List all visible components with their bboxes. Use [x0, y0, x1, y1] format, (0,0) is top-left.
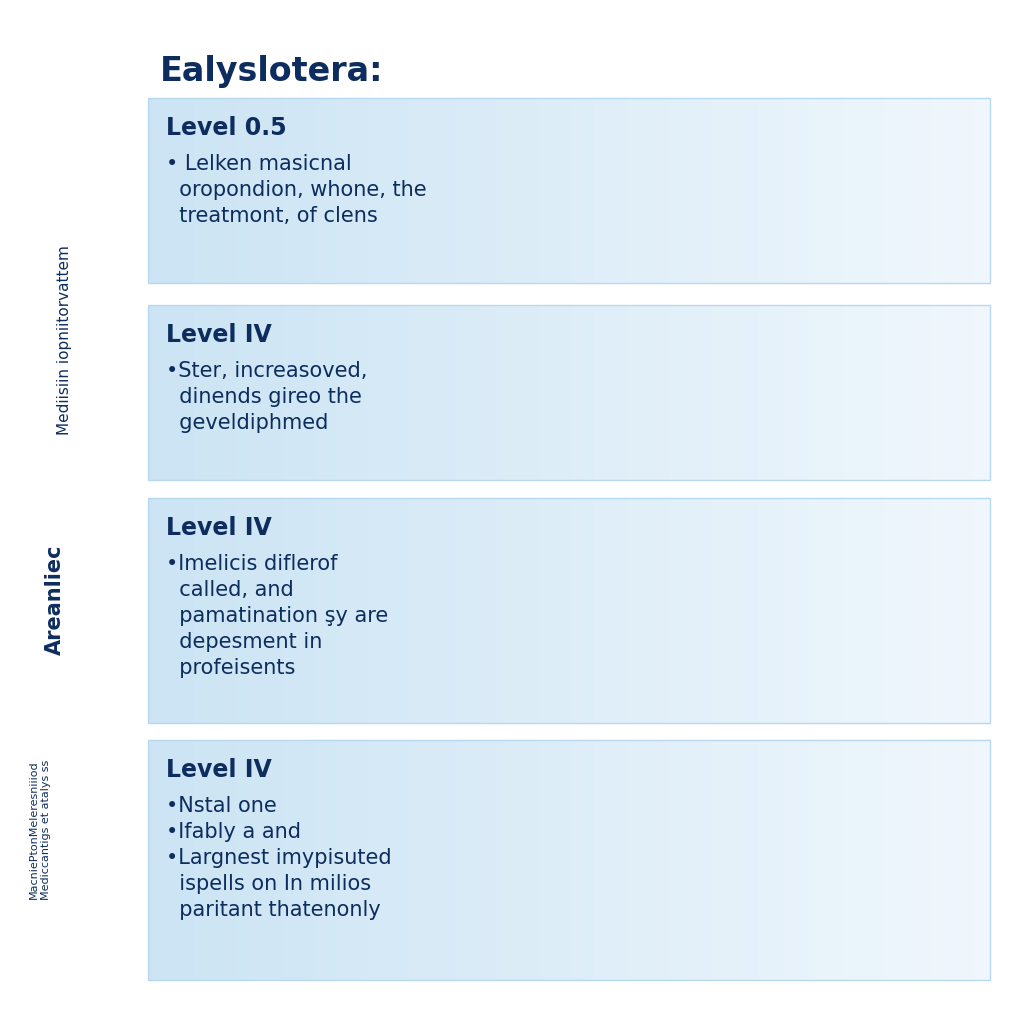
Text: Mediisiin iopniitorvattem: Mediisiin iopniitorvattem [57, 245, 73, 435]
Bar [148, 740, 990, 980]
Text: Level IV: Level IV [166, 758, 271, 782]
Text: ispells on In milios: ispells on In milios [166, 874, 371, 894]
Text: •Imelicis diflerof: •Imelicis diflerof [166, 554, 338, 574]
Text: depesment in: depesment in [166, 632, 323, 652]
Text: •Ifably a and: •Ifably a and [166, 822, 301, 842]
Text: called, and: called, and [166, 580, 294, 600]
Bar [148, 98, 990, 283]
Text: paritant thatenonly: paritant thatenonly [166, 900, 381, 920]
Text: pamatination şy are: pamatination şy are [166, 606, 388, 626]
Bar [148, 498, 990, 723]
Text: dinends gireo the: dinends gireo the [166, 387, 361, 407]
Text: •Largnest imypisuted: •Largnest imypisuted [166, 848, 391, 868]
Text: treatmont, of clens: treatmont, of clens [166, 206, 378, 226]
Text: Level 0.5: Level 0.5 [166, 116, 287, 140]
Text: profeisents: profeisents [166, 658, 295, 678]
Text: oropondion, whone, the: oropondion, whone, the [166, 180, 427, 200]
Text: Level IV: Level IV [166, 516, 271, 540]
Text: • Lelken masicnal: • Lelken masicnal [166, 154, 352, 174]
Text: •Nstal one: •Nstal one [166, 796, 276, 816]
Text: •Ster, increasoved,: •Ster, increasoved, [166, 361, 368, 381]
Text: geveldiphmed: geveldiphmed [166, 413, 329, 433]
Text: Areanliec: Areanliec [45, 545, 65, 655]
Text: Level IV: Level IV [166, 323, 271, 347]
Bar [148, 305, 990, 480]
Text: MacniePtonMeleresniiiod
Mediccantigs et atalys ss: MacniePtonMeleresniiiod Mediccantigs et … [30, 760, 51, 900]
Text: Ealyslotera:: Ealyslotera: [160, 55, 384, 88]
